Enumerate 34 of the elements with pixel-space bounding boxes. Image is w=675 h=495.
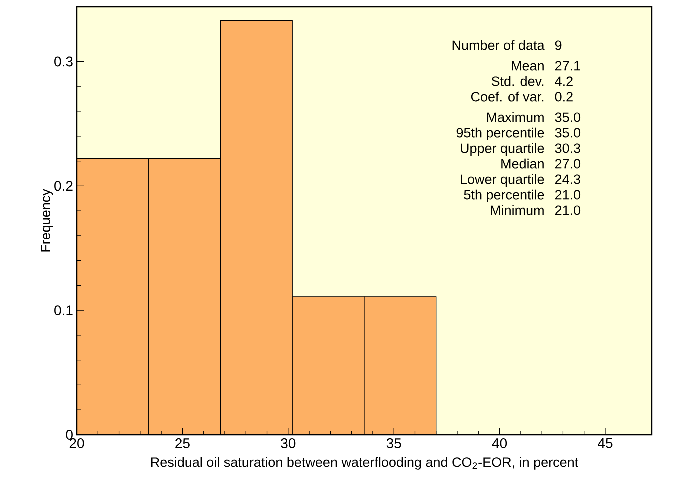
x-tick-label: 30 — [281, 438, 296, 448]
annotation: 27.0 — [555, 159, 581, 169]
annotation: Upper quartile — [461, 143, 544, 156]
x-axis-title: Residual oil saturation between waterflooding and CO$_{2}$-EOR, in percent — [152, 457, 578, 470]
annotation: Std. dev. — [492, 76, 544, 86]
annotation: 21.0 — [555, 190, 581, 200]
annotation: 35.0 — [555, 112, 581, 122]
y-axis-title: Frequency — [41, 189, 54, 252]
x-tick-label: 20 — [70, 438, 84, 448]
annotation: 5th percentile — [464, 190, 544, 202]
annotation: 24.3 — [555, 174, 580, 184]
x-tick-label: 40 — [492, 438, 508, 448]
annotation: 27.1 — [555, 61, 580, 71]
x-tick-label: 45 — [598, 438, 613, 448]
annotation: 9 — [555, 40, 562, 50]
y-tick-label: 0.1 — [54, 306, 73, 316]
annotation: 35.0 — [555, 128, 581, 138]
annotation: Coef. of var. — [471, 92, 544, 102]
annotation: 30.3 — [555, 144, 580, 154]
annotation: Minimum — [491, 205, 544, 216]
annotation: 0.2 — [555, 92, 573, 102]
y-tick-label: 0.3 — [54, 56, 73, 67]
x-tick-label: 35 — [386, 438, 402, 448]
annotation: Median — [502, 158, 544, 169]
annotation: 4.2 — [555, 76, 573, 86]
annotation: Lower quartile — [461, 174, 544, 187]
annotation: Mean — [512, 61, 544, 71]
annotation: Maximum — [487, 112, 544, 122]
annotation: 95th percentile — [456, 128, 544, 140]
annotation: 21.0 — [555, 206, 581, 216]
y-tick-label: 0 — [66, 430, 73, 440]
annotation: Number of data — [452, 40, 545, 50]
y-tick-label: 0.2 — [54, 181, 73, 192]
x-tick-label: 25 — [176, 438, 190, 448]
